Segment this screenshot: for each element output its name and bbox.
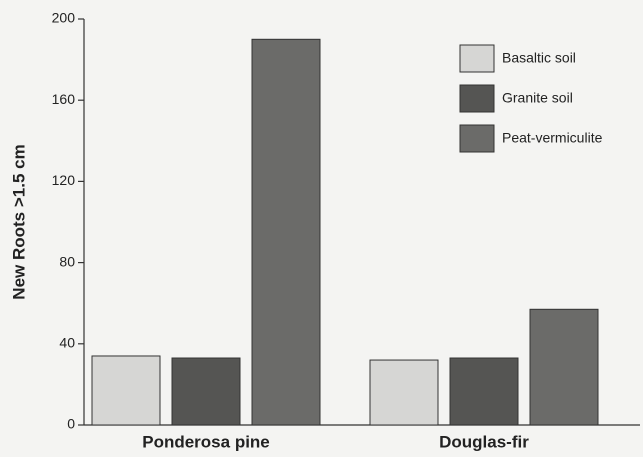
y-tick-label: 80	[59, 253, 75, 269]
y-tick-label: 40	[59, 335, 75, 351]
bar	[369, 359, 439, 426]
legend-label: Peat-vermiculite	[502, 130, 603, 146]
bar	[529, 308, 599, 426]
y-tick-label: 200	[52, 10, 76, 26]
y-tick-label: 0	[67, 416, 75, 432]
legend-label: Basaltic soil	[502, 50, 576, 66]
x-tick-label: Douglas-fir	[439, 432, 529, 451]
bar	[449, 357, 519, 426]
x-tick-label: Ponderosa pine	[142, 432, 270, 451]
y-axis-label: New Roots >1.5 cm	[9, 144, 28, 299]
bar	[91, 355, 161, 426]
legend-swatch	[459, 124, 495, 153]
y-tick-label: 160	[52, 91, 76, 107]
bar	[251, 38, 321, 426]
y-tick-label: 120	[52, 172, 76, 188]
bar	[171, 357, 241, 426]
legend-swatch	[459, 84, 495, 113]
legend-swatch	[459, 44, 495, 73]
legend-label: Granite soil	[502, 90, 573, 106]
